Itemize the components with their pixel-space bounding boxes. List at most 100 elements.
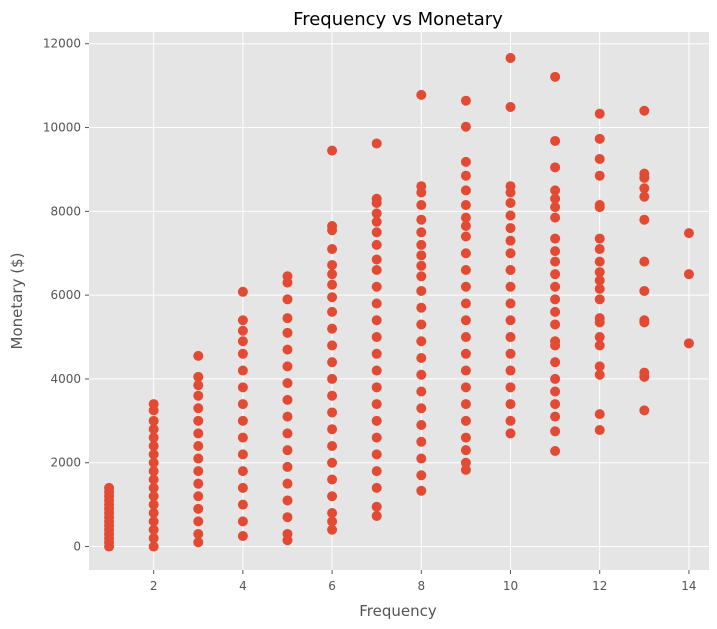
data-point xyxy=(550,233,561,244)
data-point xyxy=(282,394,293,405)
data-point xyxy=(460,464,471,475)
data-point xyxy=(282,478,293,489)
data-point xyxy=(416,271,427,282)
data-point xyxy=(237,315,248,326)
data-point xyxy=(460,248,471,259)
data-point xyxy=(416,470,427,481)
data-point xyxy=(327,491,338,502)
data-point xyxy=(148,449,159,460)
data-point xyxy=(282,271,293,282)
data-point xyxy=(148,524,159,535)
data-point xyxy=(371,466,382,477)
data-point xyxy=(148,466,159,477)
data-point xyxy=(371,227,382,238)
data-point xyxy=(505,382,516,393)
data-point xyxy=(371,193,382,204)
data-point xyxy=(282,461,293,472)
data-point xyxy=(594,332,605,343)
data-point xyxy=(371,254,382,265)
data-point xyxy=(371,298,382,309)
data-point xyxy=(193,537,204,548)
data-point xyxy=(327,340,338,351)
data-point xyxy=(639,191,650,202)
data-point xyxy=(371,482,382,493)
data-point xyxy=(237,482,248,493)
data-point xyxy=(594,294,605,305)
data-point xyxy=(594,200,605,211)
data-point xyxy=(282,512,293,523)
data-point xyxy=(460,212,471,223)
data-point xyxy=(282,445,293,456)
y-tick-label: 0 xyxy=(73,540,81,554)
data-point xyxy=(416,260,427,271)
data-point xyxy=(550,135,561,146)
data-point xyxy=(550,411,561,422)
x-tick-label: 14 xyxy=(681,579,696,593)
data-point xyxy=(594,361,605,372)
data-point xyxy=(550,446,561,457)
data-point xyxy=(148,516,159,527)
data-point xyxy=(460,220,471,231)
data-point xyxy=(371,348,382,359)
data-point xyxy=(550,373,561,384)
data-point xyxy=(327,323,338,334)
data-point xyxy=(505,248,516,259)
data-point xyxy=(416,285,427,296)
data-point xyxy=(416,89,427,100)
data-point xyxy=(416,239,427,250)
data-point xyxy=(193,371,204,382)
data-point xyxy=(193,380,204,391)
data-point xyxy=(416,227,427,238)
x-axis-label: Frequency xyxy=(359,602,437,620)
data-point xyxy=(193,390,204,401)
data-point xyxy=(282,294,293,305)
data-point xyxy=(594,313,605,324)
data-point xyxy=(416,369,427,380)
data-point xyxy=(193,466,204,477)
data-point xyxy=(416,336,427,347)
data-point xyxy=(371,415,382,426)
data-point xyxy=(550,162,561,173)
data-point xyxy=(505,52,516,63)
data-point xyxy=(282,327,293,338)
data-point xyxy=(148,457,159,468)
data-point xyxy=(505,315,516,326)
data-point xyxy=(460,399,471,410)
data-point xyxy=(683,338,694,349)
data-point xyxy=(148,508,159,519)
data-point xyxy=(550,426,561,437)
data-point xyxy=(460,382,471,393)
data-point xyxy=(371,216,382,227)
data-point xyxy=(460,348,471,359)
data-point xyxy=(327,440,338,451)
data-point xyxy=(327,279,338,290)
data-point xyxy=(148,533,159,544)
data-point xyxy=(282,528,293,539)
data-point xyxy=(371,510,382,521)
data-point xyxy=(460,415,471,426)
data-point xyxy=(550,294,561,305)
data-point xyxy=(460,121,471,132)
data-point xyxy=(282,378,293,389)
data-point xyxy=(148,440,159,451)
data-point xyxy=(327,516,338,527)
data-point xyxy=(505,298,516,309)
data-point xyxy=(639,183,650,194)
data-point xyxy=(639,256,650,267)
data-point xyxy=(237,415,248,426)
data-point xyxy=(594,153,605,164)
data-point xyxy=(371,449,382,460)
data-point xyxy=(550,212,561,223)
data-point xyxy=(505,235,516,246)
data-point xyxy=(148,474,159,485)
data-point xyxy=(371,208,382,219)
data-point xyxy=(237,399,248,410)
data-point xyxy=(193,491,204,502)
data-point xyxy=(505,210,516,221)
data-point xyxy=(371,332,382,343)
data-point xyxy=(148,399,159,410)
y-tick-label: 2000 xyxy=(50,456,81,470)
data-point xyxy=(639,367,650,378)
y-tick-label: 6000 xyxy=(50,288,81,302)
